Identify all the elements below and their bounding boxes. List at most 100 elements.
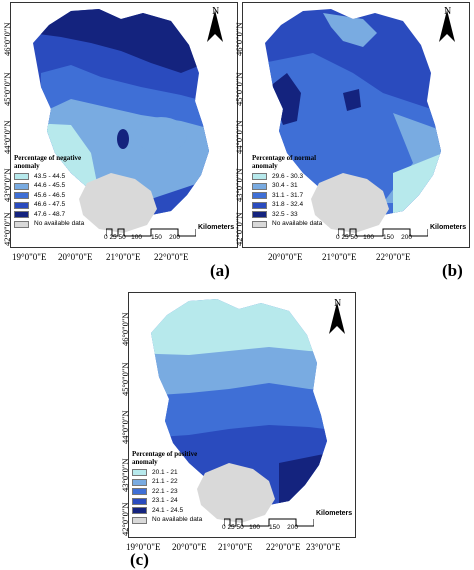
legend-swatch-no-data: [252, 220, 267, 228]
legend-swatch: [252, 182, 267, 190]
legend-title-b: Percentage of normal anomaly: [252, 154, 317, 170]
legend-item-no-data: No available data: [252, 220, 338, 230]
legend-item: 20.1 - 21: [132, 468, 218, 478]
north-label-b: N: [444, 6, 452, 17]
legend-item: 24.1 - 24.5: [132, 506, 218, 516]
scale-bar-graphic: [337, 228, 429, 237]
scale-bar-b: 0 25 50 100 150 200 Kilometers: [336, 224, 466, 242]
north-arrow-b: N: [438, 6, 456, 49]
legend-label: 32.5 - 33: [272, 210, 298, 218]
legend-item-no-data: No available data: [132, 516, 218, 526]
legend-label: 24.1 - 24.5: [152, 506, 184, 514]
scale-ticks-a: 0 25 50 100 150 200: [104, 234, 180, 241]
legend-item: 32.5 - 33: [252, 210, 338, 220]
panel-c: Percentage of positive anomaly 20.1 - 21…: [120, 292, 358, 569]
zone-b-3: [323, 13, 377, 47]
legend-label: 21.1 - 22: [152, 478, 178, 486]
legend-item: 46.6 - 47.5: [14, 201, 100, 211]
panel-label-b: (b): [442, 261, 463, 280]
map-frame-a: [10, 2, 238, 248]
no-data-area-b: [311, 173, 389, 233]
north-label-c: N: [334, 298, 342, 309]
legend-swatch: [132, 478, 147, 486]
north-arrow-icon: [439, 10, 455, 42]
legend-item: 43.5 - 44.5: [14, 172, 100, 182]
legend-swatch: [14, 173, 29, 181]
legend-title-a: Percentage of negative anomaly: [14, 154, 82, 170]
map-frame-b: [242, 2, 470, 248]
legend-item: 22.1 - 23: [132, 487, 218, 497]
scale-title-b: Kilometers: [430, 224, 467, 231]
legend-rows-a: 43.5 - 44.5 44.6 - 45.5 45.6 - 46.5 46.6 - …: [14, 172, 100, 229]
legend-c: Percentage of positive anomaly 20.1 - 21…: [132, 450, 218, 525]
legend-swatch: [14, 192, 29, 200]
legend-label: 30.4 - 31: [272, 182, 298, 190]
scale-ticks-b: 0 25 50 100 150 200: [336, 234, 412, 241]
legend-a: Percentage of negative anomaly 43.5 - 44…: [14, 154, 100, 229]
zone-b-7: [343, 89, 361, 111]
legend-item-no-data: No available data: [14, 220, 100, 230]
legend-label: 46.6 - 47.5: [34, 201, 66, 209]
legend-swatch: [14, 211, 29, 219]
legend-item: 45.6 - 46.5: [14, 191, 100, 201]
panel-label-c: (c): [130, 550, 149, 569]
legend-label: 45.6 - 46.5: [34, 191, 66, 199]
legend-item: 23.1 - 24: [132, 497, 218, 507]
scale-bar-graphic: [223, 518, 315, 527]
legend-item: 29.6 - 30.3: [252, 172, 338, 182]
panel-label-a: (a): [210, 261, 230, 280]
north-arrow-icon: [207, 10, 223, 42]
panel-a: Percentage of negative anomaly 43.5 - 44…: [2, 2, 240, 280]
legend-b: Percentage of normal anomaly 29.6 - 30.3…: [252, 154, 338, 229]
map-b: [265, 9, 441, 233]
no-data-area-a: [79, 173, 157, 233]
zone-a-2: [33, 9, 209, 73]
legend-label: 29.6 - 30.3: [272, 172, 304, 180]
scale-title-a: Kilometers: [198, 224, 235, 231]
legend-label-no-data: No available data: [152, 516, 203, 524]
legend-item: 30.4 - 31: [252, 182, 338, 192]
legend-item: 47.6 - 48.7: [14, 210, 100, 220]
legend-swatch: [14, 201, 29, 209]
zone-a-7: [117, 129, 129, 149]
legend-swatch: [132, 488, 147, 496]
north-arrow-c: N: [328, 298, 346, 341]
no-data-area-c: [197, 463, 275, 523]
scale-bar-graphic: [105, 228, 197, 237]
scale-bar-a: 0 25 50 100 150 200 Kilometers: [104, 224, 234, 242]
scale-ticks-c: 0 25 50 100 150 200: [222, 524, 298, 531]
legend-swatch: [132, 469, 147, 477]
legend-swatch-no-data: [132, 516, 147, 524]
legend-item: 31.8 - 32.4: [252, 201, 338, 211]
north-arrow-a: N: [206, 6, 224, 49]
legend-label: 23.1 - 24: [152, 497, 178, 505]
scale-title-c: Kilometers: [316, 510, 353, 517]
legend-label: 20.1 - 21: [152, 468, 178, 476]
legend-item: 21.1 - 22: [132, 478, 218, 488]
north-arrow-icon: [329, 302, 345, 334]
north-label-a: N: [212, 6, 220, 17]
legend-label: 44.6 - 45.5: [34, 182, 66, 190]
legend-item: 31.1 - 31.7: [252, 191, 338, 201]
zone-a-6: [135, 117, 187, 153]
legend-rows-b: 29.6 - 30.3 30.4 - 31 31.1 - 31.7 31.8 - 32…: [252, 172, 338, 229]
legend-swatch: [132, 507, 147, 515]
legend-swatch: [132, 497, 147, 505]
map-frame-c: [128, 292, 356, 538]
legend-swatch: [252, 201, 267, 209]
legend-label: 31.1 - 31.7: [272, 191, 304, 199]
legend-label: 43.5 - 44.5: [34, 172, 66, 180]
legend-title-c: Percentage of positive anomaly: [132, 450, 198, 466]
legend-swatch: [252, 173, 267, 181]
legend-label: 31.8 - 32.4: [272, 201, 304, 209]
zone-b-6: [269, 73, 301, 125]
legend-swatch: [14, 182, 29, 190]
legend-rows-c: 20.1 - 21 21.1 - 22 22.1 - 23 23.1 - 24 24.1…: [132, 468, 218, 525]
legend-label-no-data: No available data: [272, 220, 323, 228]
legend-swatch-no-data: [14, 220, 29, 228]
map-c: [151, 299, 327, 523]
legend-label-no-data: No available data: [34, 220, 85, 228]
scale-bar-c: 0 25 50 100 150 200 Kilometers: [222, 510, 352, 532]
legend-label: 47.6 - 48.7: [34, 210, 66, 218]
legend-label: 22.1 - 23: [152, 487, 178, 495]
